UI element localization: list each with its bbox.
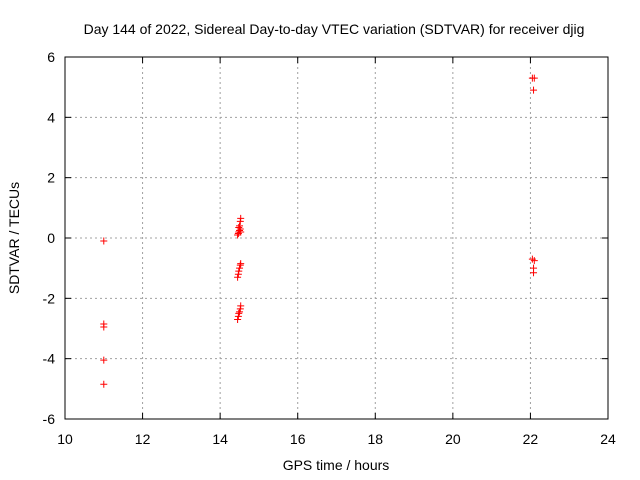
data-point [237,228,245,236]
data-point [530,86,538,94]
data-point [234,273,242,281]
data-point [237,214,245,222]
data-points [100,74,538,388]
data-point [528,255,536,263]
x-tick-label: 20 [445,431,461,447]
x-tick-label: 10 [57,431,73,447]
data-point [235,223,243,231]
y-axis-label: SDTVAR / TECUs [6,182,22,294]
data-point [530,74,538,82]
data-point [237,302,245,310]
x-tick-label: 12 [135,431,151,447]
x-tick-label: 16 [290,431,306,447]
x-tick-label: 24 [600,431,616,447]
y-tick-label: 0 [47,230,55,246]
data-point [235,309,243,317]
data-point [100,356,108,364]
data-point [234,231,242,239]
y-tick-label: -4 [43,351,56,367]
data-point [237,260,245,268]
data-point [100,380,108,388]
y-tick-label: 2 [47,170,55,186]
x-axis-label: GPS time / hours [283,457,390,473]
y-tick-label: -2 [43,290,56,306]
data-point [100,323,108,331]
data-point [234,315,242,323]
data-point [530,257,538,265]
y-tick-label: 6 [47,49,55,65]
data-point [236,222,244,230]
data-point [236,308,244,316]
x-tick-label: 14 [212,431,228,447]
x-tick-label: 18 [367,431,383,447]
y-tick-label: -6 [43,411,56,427]
axis-ticks [64,56,609,420]
data-point [235,267,243,275]
chart-title: Day 144 of 2022, Sidereal Day-to-day VTE… [84,21,585,37]
grid-lines [65,57,608,419]
y-tick-label: 4 [47,109,55,125]
data-point [530,269,538,277]
x-tick-label: 22 [523,431,539,447]
data-point [236,264,244,272]
data-point [100,237,108,245]
